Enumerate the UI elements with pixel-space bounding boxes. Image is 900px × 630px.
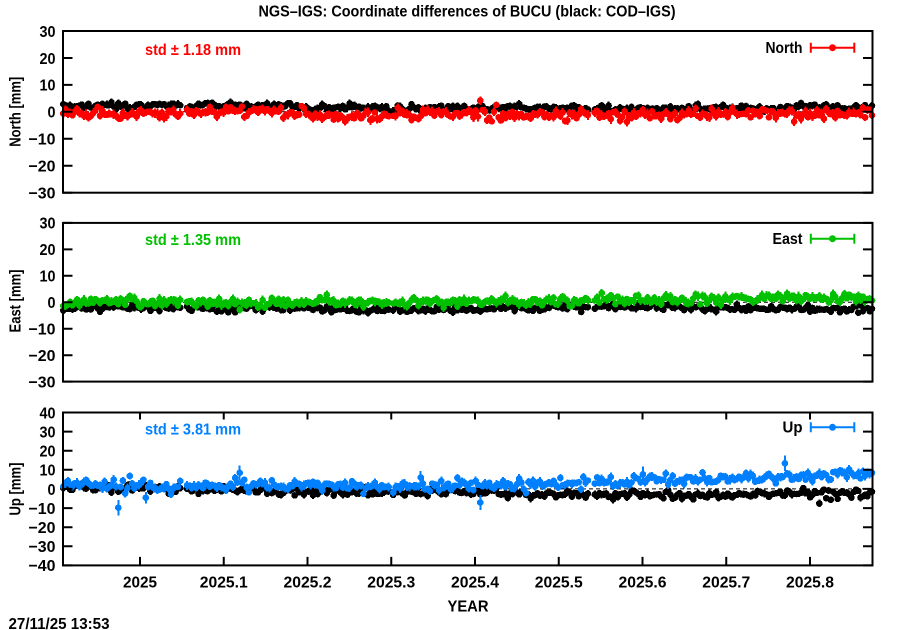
- svg-text:40: 40: [40, 405, 56, 422]
- svg-text:20: 20: [40, 51, 56, 68]
- svg-text:North: North: [766, 40, 803, 57]
- svg-text:30: 30: [40, 424, 56, 441]
- svg-text:10: 10: [40, 78, 56, 95]
- svg-text:Up [mm]: Up [mm]: [8, 463, 25, 516]
- svg-text:North [mm]: North [mm]: [8, 77, 25, 147]
- svg-text:2025: 2025: [123, 575, 157, 592]
- svg-text:East: East: [773, 231, 804, 248]
- svg-text:−30: −30: [29, 374, 56, 391]
- svg-text:−10: −10: [29, 501, 56, 518]
- svg-text:−30: −30: [29, 539, 56, 556]
- svg-text:std ± 3.81 mm: std ± 3.81 mm: [145, 422, 241, 439]
- svg-text:Up: Up: [783, 420, 803, 437]
- svg-text:2025.3: 2025.3: [367, 575, 415, 592]
- svg-text:YEAR: YEAR: [448, 599, 489, 616]
- svg-text:NGS–IGS: Coordinate difference: NGS–IGS: Coordinate differences of BUCU …: [259, 4, 676, 21]
- svg-text:0: 0: [48, 105, 56, 122]
- svg-text:30: 30: [40, 216, 56, 233]
- svg-text:std ± 1.18 mm: std ± 1.18 mm: [145, 42, 241, 59]
- svg-text:−20: −20: [29, 159, 56, 176]
- svg-text:2025.7: 2025.7: [702, 575, 750, 592]
- svg-text:27/11/25 13:53: 27/11/25 13:53: [9, 616, 110, 630]
- svg-text:2025.1: 2025.1: [200, 575, 248, 592]
- svg-text:2025.5: 2025.5: [535, 575, 583, 592]
- svg-text:30: 30: [40, 24, 56, 41]
- svg-text:−40: −40: [29, 558, 56, 575]
- svg-text:0: 0: [48, 482, 56, 499]
- svg-text:20: 20: [40, 444, 56, 461]
- svg-text:2025.2: 2025.2: [284, 575, 332, 592]
- svg-text:0: 0: [48, 295, 56, 312]
- svg-text:2025.4: 2025.4: [451, 575, 499, 592]
- svg-text:−20: −20: [29, 348, 56, 365]
- svg-text:East [mm]: East [mm]: [8, 270, 25, 333]
- svg-text:−10: −10: [29, 322, 56, 339]
- svg-text:−10: −10: [29, 132, 56, 149]
- svg-text:20: 20: [40, 242, 56, 259]
- svg-text:2025.8: 2025.8: [786, 575, 834, 592]
- svg-text:10: 10: [40, 463, 56, 480]
- svg-text:−30: −30: [29, 186, 56, 203]
- svg-text:2025.6: 2025.6: [619, 575, 667, 592]
- svg-text:10: 10: [40, 269, 56, 286]
- svg-text:−20: −20: [29, 520, 56, 537]
- svg-text:std ± 1.35 mm: std ± 1.35 mm: [145, 232, 241, 249]
